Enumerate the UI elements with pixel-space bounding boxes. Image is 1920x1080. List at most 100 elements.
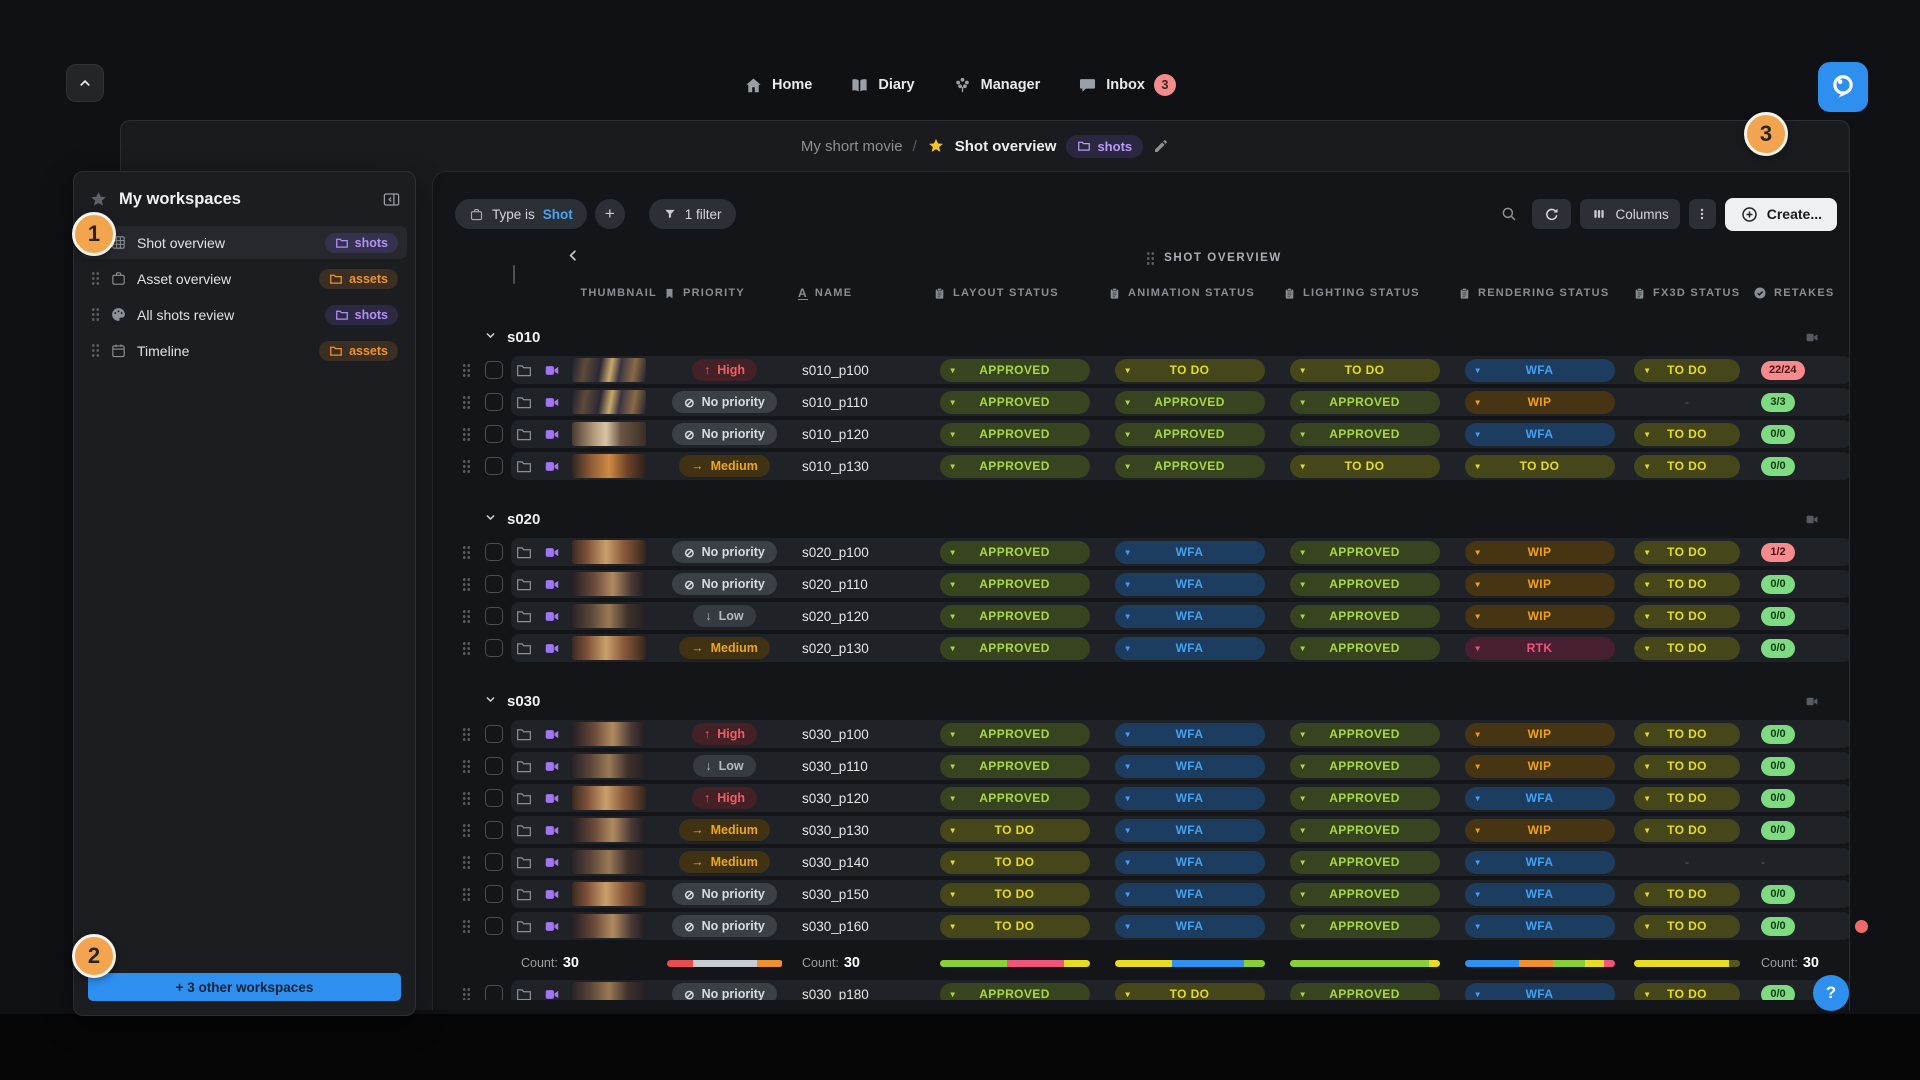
status-pill-layout[interactable]: ▾ APPROVED: [939, 572, 1090, 596]
row-drag-handle[interactable]: [455, 758, 477, 774]
refresh-button[interactable]: [1532, 199, 1572, 229]
status-pill-rendering[interactable]: ▾ WIP: [1464, 818, 1615, 842]
row-drag-handle[interactable]: [455, 822, 477, 838]
row-checkbox[interactable]: [485, 853, 503, 871]
shot-thumbnail[interactable]: [572, 636, 646, 660]
status-pill-layout[interactable]: ▾ TO DO: [939, 818, 1090, 842]
status-pill-animation[interactable]: ▾ WFA: [1114, 572, 1265, 596]
status-pill-animation[interactable]: ▾ TO DO: [1114, 358, 1265, 382]
app-logo-button[interactable]: [1818, 62, 1868, 112]
filter-count-chip[interactable]: 1 filter: [648, 199, 736, 229]
row-checkbox[interactable]: [485, 361, 503, 379]
status-pill-layout[interactable]: ▾ APPROVED: [939, 422, 1090, 446]
column-header-animation[interactable]: ANIMATION STATUS: [1102, 287, 1277, 300]
row-drag-handle[interactable]: [455, 426, 477, 442]
drag-handle-icon[interactable]: [91, 343, 100, 358]
priority-pill[interactable]: ⊘ No priority: [672, 391, 777, 413]
row-checkbox[interactable]: [485, 457, 503, 475]
row-drag-handle[interactable]: [455, 854, 477, 870]
collapse-columns-button[interactable]: [565, 247, 582, 269]
breadcrumb-project[interactable]: My short movie: [800, 137, 903, 155]
priority-pill[interactable]: ⊘ No priority: [672, 573, 777, 595]
status-pill-lighting[interactable]: ▾ APPROVED: [1289, 914, 1440, 938]
status-pill-rendering[interactable]: ▾ WFA: [1464, 358, 1615, 382]
shot-thumbnail[interactable]: [572, 850, 646, 874]
status-pill-lighting[interactable]: ▾ APPROVED: [1289, 604, 1440, 628]
shot-thumbnail[interactable]: [572, 818, 646, 842]
status-pill-fx3d[interactable]: ▾ TO DO: [1634, 540, 1740, 564]
status-pill-rendering[interactable]: ▾ WFA: [1464, 914, 1615, 938]
priority-pill[interactable]: → Medium: [679, 819, 770, 841]
status-pill-layout[interactable]: ▾ APPROVED: [939, 540, 1090, 564]
status-pill-layout[interactable]: ▾ APPROVED: [939, 604, 1090, 628]
nav-item-manager[interactable]: Manager: [953, 76, 1040, 95]
status-pill-animation[interactable]: ▾ WFA: [1114, 722, 1265, 746]
collapse-top-button[interactable]: [66, 64, 104, 102]
status-pill-rendering[interactable]: ▾ WFA: [1464, 882, 1615, 906]
select-all-checkbox[interactable]: [513, 265, 515, 284]
row-drag-handle[interactable]: [455, 544, 477, 560]
status-pill-rendering[interactable]: ▾ WIP: [1464, 722, 1615, 746]
status-pill-rendering[interactable]: ▾ WIP: [1464, 572, 1615, 596]
status-pill-layout[interactable]: ▾ TO DO: [939, 882, 1090, 906]
row-checkbox[interactable]: [485, 725, 503, 743]
status-pill-fx3d[interactable]: ▾ TO DO: [1634, 786, 1740, 810]
type-filter-chip[interactable]: Type is Shot: [455, 199, 587, 229]
status-pill-fx3d[interactable]: ▾ TO DO: [1634, 422, 1740, 446]
priority-pill[interactable]: → Medium: [679, 455, 770, 477]
sidebar-item-all-shots-review[interactable]: All shots review shots: [82, 298, 407, 331]
status-pill-layout[interactable]: ▾ APPROVED: [939, 786, 1090, 810]
status-pill-fx3d[interactable]: ▾ TO DO: [1634, 722, 1740, 746]
status-pill-lighting[interactable]: ▾ APPROVED: [1289, 982, 1440, 1000]
status-pill-fx3d[interactable]: ▾ TO DO: [1634, 604, 1740, 628]
edit-pencil-icon[interactable]: [1153, 138, 1169, 154]
column-header-rendering[interactable]: RENDERING STATUS: [1452, 287, 1627, 300]
sidebar-item-asset-overview[interactable]: Asset overview assets: [82, 262, 407, 295]
column-header-lighting[interactable]: LIGHTING STATUS: [1277, 287, 1452, 300]
status-pill-rendering[interactable]: ▾ WFA: [1464, 982, 1615, 1000]
row-drag-handle[interactable]: [455, 576, 477, 592]
priority-pill[interactable]: ⊘ No priority: [672, 915, 777, 937]
row-checkbox[interactable]: [485, 425, 503, 443]
status-pill-rendering[interactable]: ▾ WIP: [1464, 754, 1615, 778]
group-collapse-button[interactable]: [483, 692, 498, 711]
create-button[interactable]: Create...: [1724, 197, 1837, 231]
status-pill-fx3d[interactable]: ▾ TO DO: [1634, 572, 1740, 596]
status-pill-lighting[interactable]: ▾ APPROVED: [1289, 572, 1440, 596]
shot-thumbnail[interactable]: [572, 604, 646, 628]
priority-pill[interactable]: ↑ High: [691, 723, 758, 745]
sidebar-collapse-button[interactable]: [382, 190, 401, 209]
shot-thumbnail[interactable]: [572, 454, 646, 478]
priority-pill[interactable]: ⊘ No priority: [672, 983, 777, 1000]
nav-item-home[interactable]: Home: [744, 76, 812, 95]
status-pill-rendering[interactable]: ▾ RTK: [1464, 636, 1615, 660]
drag-handle-icon[interactable]: [91, 307, 100, 322]
shot-thumbnail[interactable]: [572, 722, 646, 746]
column-header-fx3d[interactable]: FX3D STATUS: [1627, 287, 1747, 300]
status-pill-layout[interactable]: ▾ APPROVED: [939, 390, 1090, 414]
priority-pill[interactable]: ⊘ No priority: [672, 423, 777, 445]
status-pill-rendering[interactable]: ▾ WIP: [1464, 540, 1615, 564]
shot-thumbnail[interactable]: [572, 786, 646, 810]
nav-item-inbox[interactable]: Inbox 3: [1078, 74, 1176, 96]
sidebar-item-timeline[interactable]: Timeline assets: [82, 334, 407, 367]
status-pill-fx3d[interactable]: ▾ TO DO: [1634, 358, 1740, 382]
shot-thumbnail[interactable]: [572, 540, 646, 564]
status-pill-layout[interactable]: ▾ TO DO: [939, 914, 1090, 938]
status-pill-lighting[interactable]: ▾ APPROVED: [1289, 422, 1440, 446]
shot-thumbnail[interactable]: [572, 914, 646, 938]
status-pill-animation[interactable]: ▾ WFA: [1114, 818, 1265, 842]
status-pill-rendering[interactable]: ▾ WIP: [1464, 390, 1615, 414]
row-drag-handle[interactable]: [455, 362, 477, 378]
row-checkbox[interactable]: [485, 757, 503, 775]
status-pill-lighting[interactable]: ▾ APPROVED: [1289, 850, 1440, 874]
row-checkbox[interactable]: [485, 607, 503, 625]
status-pill-lighting[interactable]: ▾ APPROVED: [1289, 818, 1440, 842]
status-pill-lighting[interactable]: ▾ APPROVED: [1289, 722, 1440, 746]
shot-thumbnail[interactable]: [572, 882, 646, 906]
more-options-button[interactable]: [1688, 199, 1716, 229]
status-pill-fx3d[interactable]: ▾ TO DO: [1634, 818, 1740, 842]
status-pill-fx3d[interactable]: ▾ TO DO: [1634, 754, 1740, 778]
status-pill-fx3d[interactable]: ▾ TO DO: [1634, 636, 1740, 660]
row-drag-handle[interactable]: [455, 886, 477, 902]
